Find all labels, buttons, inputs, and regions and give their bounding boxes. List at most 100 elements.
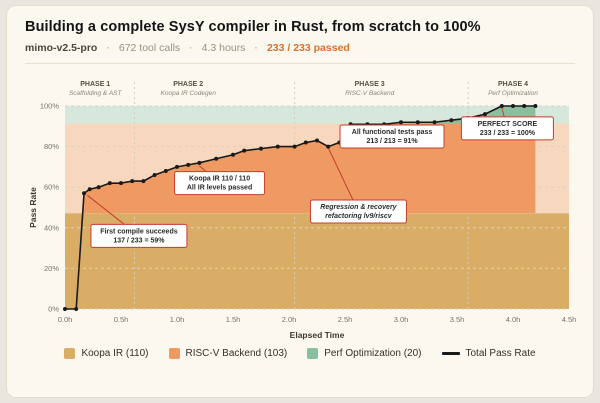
chart-text: PHASE 2 [173,81,203,88]
data-point [303,140,308,145]
separator-dot: · [106,42,110,54]
data-point [499,104,504,108]
data-point [449,118,454,123]
chart-text: refactoring lv9/riscv [325,213,393,220]
chart-text: 137 / 233 = 59% [113,237,165,244]
chart-text: 100% [40,102,60,111]
annotation: PERFECT SCORE 233 / 233 = 100% [460,116,554,141]
data-point [511,104,515,108]
data-point [242,148,247,153]
data-point [399,120,403,125]
data-point [533,104,538,108]
annotation: First compile succeeds 137 / 233 = 59% [90,223,188,248]
legend-swatch-line [441,352,460,355]
annotation: Koopa IR 110 / 110 All IR levels passed [174,171,266,196]
data-point [141,179,146,184]
chart-text: 4.0h [506,315,521,324]
data-point [483,112,487,117]
annotation: Regression & recovery refactoring lv9/ris… [309,199,407,224]
chart-text: Pass Rate [28,187,38,228]
report-card: Building a complete SysY compiler in Rus… [6,5,594,398]
data-point [175,164,179,169]
chart-text: RISC-V Backend [345,90,395,97]
data-point [214,156,219,161]
chart-text: PERFECT SCORE [478,121,538,128]
data-point [82,191,87,196]
annotation-box [460,116,554,141]
data-point [107,181,112,186]
data-point [231,152,235,157]
run-meta: mimo-v2.5-pro · 672 tool calls · 4.3 hou… [25,42,575,54]
chart-text: 213 / 213 = 91% [366,138,418,145]
annotation-box [309,199,407,224]
annotation-box [174,171,266,196]
chart-text: Regression & recovery [320,204,397,211]
legend-item: Total Pass Rate [441,348,536,359]
chart-text: 0% [48,305,59,314]
chart-text: PHASE 3 [355,81,385,88]
annotation-box [90,223,188,248]
legend-label: RISC-V Backend (103) [185,348,288,359]
tool-calls: 672 tool calls [118,42,181,54]
model-name: mimo-v2.5-pro [25,42,98,54]
data-point [152,173,157,178]
separator-dot: · [189,42,193,54]
data-point [259,146,263,151]
data-point [63,307,67,311]
data-point [119,181,123,186]
header-divider [25,63,575,64]
chart-text: 3.5h [450,315,465,324]
legend-swatch-square [307,348,319,359]
chart-text: All functional tests pass [352,129,433,136]
legend-label: Perf Optimization (20) [324,348,422,359]
duration: 4.3 hours [201,42,246,54]
chart-text: Perf Optimization [488,90,538,97]
data-point [96,185,101,190]
data-point [275,144,280,149]
chart-text: 4.5h [562,315,577,324]
legend-item: RISC-V Backend (103) [168,348,288,359]
annotation-box [339,124,445,149]
pass-rate-chart: 0% 20% 40% 60% 80% 100% PHASE 1 Scaffolding & A… [28,81,577,340]
data-point [74,307,79,311]
data-point [432,120,437,125]
data-point [415,120,420,125]
chart-text: 0.0h [58,315,73,324]
chart-text: 1.5h [226,315,241,324]
band-perf-optimization [65,106,569,124]
chart-text: 1.0h [170,315,185,324]
data-point [130,179,135,184]
chart-text: 40% [44,223,59,232]
page-title: Building a complete SysY compiler in Rus… [25,19,481,35]
chart-text: Koopa IR Codegen [161,90,217,97]
legend-item: Koopa IR (110) [64,348,149,359]
chart-legend: Koopa IR (110) RISC-V Backend (103) Perf O… [25,348,575,359]
chart-text: 3.0h [394,315,409,324]
data-point [292,144,297,149]
data-point [522,104,527,108]
data-point [87,187,92,192]
chart-text: Elapsed Time [290,330,345,340]
chart-text: 20% [44,264,59,273]
chart-text: 2.5h [338,315,353,324]
separator-dot: · [254,42,258,54]
data-point [326,144,331,149]
chart-text: PHASE 1 [80,81,110,88]
chart-text: All IR levels passed [187,185,252,192]
chart-text: PHASE 4 [498,81,528,88]
chart-text: Koopa IR 110 / 110 [189,176,250,183]
chart-text: 233 / 233 = 100% [480,130,536,137]
chart-text: 60% [44,183,59,192]
legend-swatch-square [64,348,76,359]
chart-text: 0.5h [114,315,129,324]
chart-text: First compile succeeds [100,228,178,235]
chart-text: 2.0h [282,315,297,324]
data-point [197,160,202,165]
annotation: All functional tests pass 213 / 213 = 91% [339,124,445,149]
chart-text: 80% [44,142,59,151]
data-point [186,162,191,167]
chart-text: Scaffolding & AST [69,90,123,97]
legend-swatch-square [168,348,180,359]
data-point [163,168,168,173]
legend-label: Total Pass Rate [465,348,536,359]
